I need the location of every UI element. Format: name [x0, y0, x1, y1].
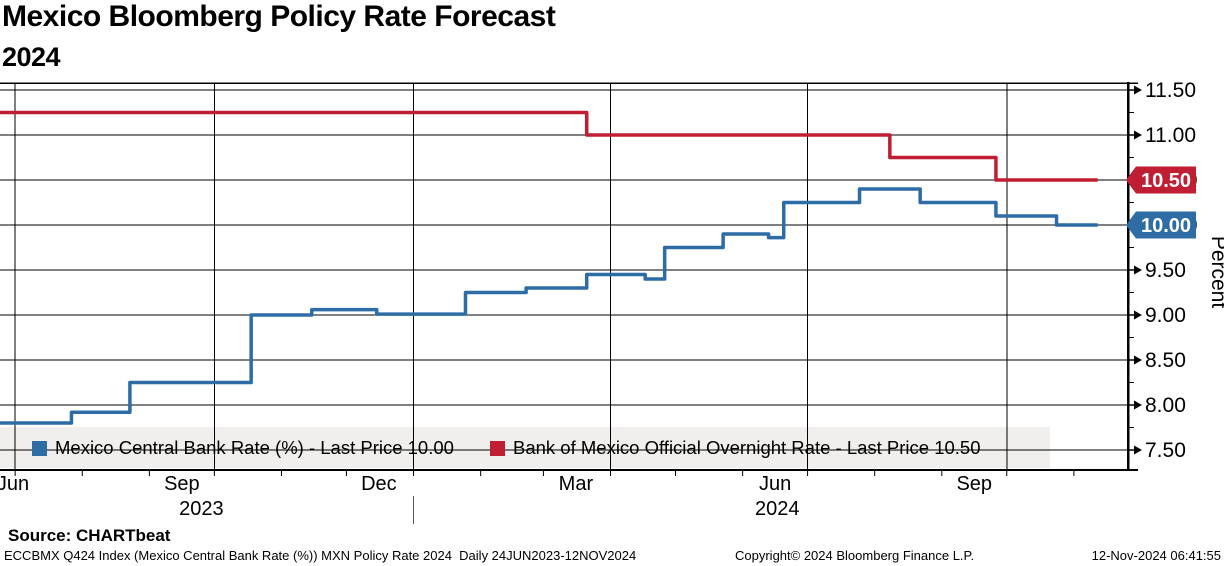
footer: ECCBMX Q424 Index (Mexico Central Bank R… — [0, 548, 1224, 564]
source-label: Source: CHARTbeat — [8, 526, 171, 545]
year-label: 2024 — [755, 498, 800, 520]
y-tick-label: 11.50 — [1145, 82, 1196, 102]
y-tick-label: 7.50 — [1145, 439, 1186, 462]
chart-title: Mexico Bloomberg Policy Rate Forecast — [2, 0, 556, 33]
series-line-red — [0, 110, 1098, 182]
legend-label: Bank of Mexico Official Overnight Rate -… — [513, 437, 981, 458]
y-tick-label: 9.50 — [1145, 259, 1186, 282]
y-axis-title: Percent — [1207, 236, 1224, 309]
legend-item-central-bank-rate: Mexico Central Bank Rate (%) - Last Pric… — [32, 437, 454, 459]
y-tick-arrow-icon — [1134, 400, 1142, 410]
legend-background — [0, 427, 1050, 468]
last-price-badge-blue — [1126, 211, 1196, 239]
month-label: Mar — [559, 473, 594, 495]
series-line-blue — [0, 187, 1098, 425]
y-tick-arrow-icon — [1134, 130, 1142, 140]
chart-subtitle: 2024 — [2, 42, 61, 72]
y-tick-arrow-icon — [1134, 310, 1142, 320]
y-tick-arrow-icon — [1134, 445, 1142, 455]
last-price-badge-red — [1126, 166, 1196, 194]
month-label: Dec — [361, 473, 397, 495]
y-tick-label: 11.00 — [1145, 124, 1196, 147]
y-tick-arrow-icon — [1134, 265, 1142, 275]
footer-copyright: Copyright© 2024 Bloomberg Finance L.P. — [735, 548, 975, 563]
badge-value: 10.50 — [1141, 170, 1191, 192]
month-label: Jun — [0, 473, 29, 495]
footer-timestamp: 12-Nov-2024 06:41:55 — [1091, 548, 1221, 563]
y-tick-arrow-icon — [1134, 85, 1142, 95]
legend-label: Mexico Central Bank Rate (%) - Last Pric… — [55, 437, 454, 458]
policy-rate-plot: 7.50 8.00 8.50 9.00 9.50 10.00 10.50 11.00 11.50… — [0, 82, 1224, 524]
blue-series-swatch-icon — [32, 440, 47, 456]
badge-value: 10.00 — [1141, 215, 1191, 237]
red-series-swatch-icon — [490, 440, 505, 456]
month-label: Sep — [164, 473, 200, 495]
y-tick-label: 9.00 — [1145, 304, 1186, 327]
y-tick-label: 8.00 — [1145, 394, 1186, 417]
year-label: 2023 — [179, 498, 224, 520]
y-tick-arrow-icon — [1134, 355, 1142, 365]
y-tick-label: 8.50 — [1145, 349, 1186, 372]
month-label: Sep — [956, 473, 992, 495]
legend-item-overnight-rate: Bank of Mexico Official Overnight Rate -… — [490, 437, 981, 459]
footer-index-description: ECCBMX Q424 Index (Mexico Central Bank R… — [4, 548, 637, 563]
month-label: Jun — [759, 473, 791, 495]
